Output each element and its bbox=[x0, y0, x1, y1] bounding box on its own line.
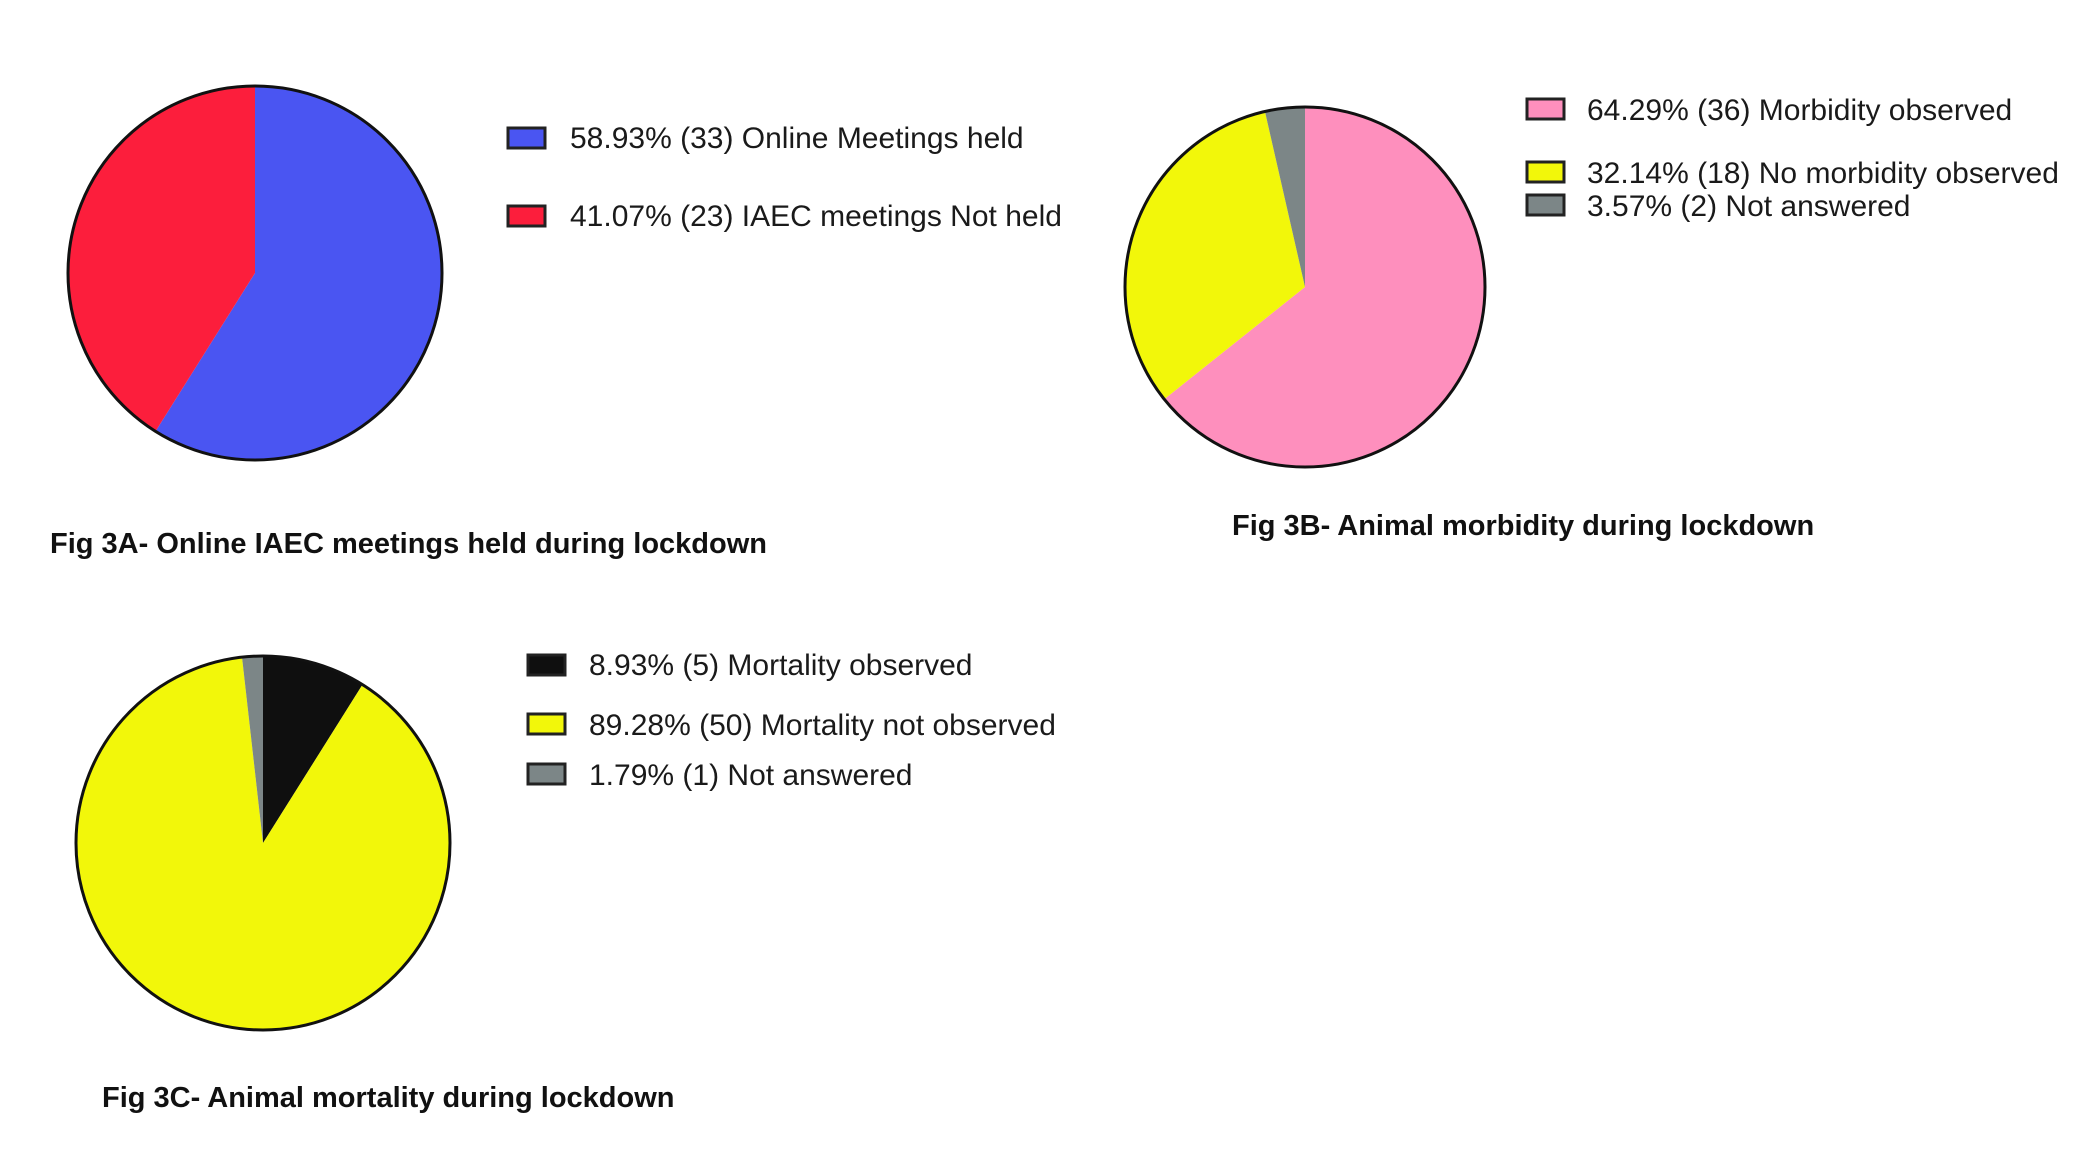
chart-3a-legend-label-0: 58.93% (33) Online Meetings held bbox=[570, 122, 1024, 155]
chart-3b-legend-label-0: 64.29% (36) Morbidity observed bbox=[1587, 94, 2012, 127]
chart-3a-outline bbox=[66, 84, 444, 462]
chart-3b: 64.29% (36) Morbidity observed 32.14% (1… bbox=[1123, 94, 2059, 542]
chart-3c-pie bbox=[74, 654, 452, 1032]
chart-3c-legend-label-2: 1.79% (1) Not answered bbox=[589, 759, 913, 792]
chart-3a-caption: Fig 3A- Online IAEC meetings held during… bbox=[50, 528, 767, 560]
chart-3b-slice-2 bbox=[1264, 107, 1305, 287]
chart-3b-outline bbox=[1123, 105, 1487, 469]
chart-3b-legend-swatch-2 bbox=[1525, 193, 1566, 217]
chart-3b-slice-1 bbox=[1125, 111, 1305, 400]
chart-3a-slice-1 bbox=[68, 86, 255, 432]
chart-3a-legend-swatch-1 bbox=[506, 204, 547, 228]
chart-3c-slice-0 bbox=[263, 656, 363, 843]
chart-3c-caption: Fig 3C- Animal mortality during lockdown bbox=[102, 1082, 675, 1114]
chart-3c-legend-swatch-2 bbox=[526, 762, 567, 786]
chart-3a-slice-0 bbox=[155, 86, 443, 460]
chart-3b-pie bbox=[1123, 105, 1487, 469]
chart-3b-legend-label-2: 3.57% (2) Not answered bbox=[1587, 190, 1911, 223]
chart-3c-legend-swatch-0 bbox=[526, 653, 567, 677]
chart-3b-legend-swatch-0 bbox=[1525, 97, 1566, 121]
chart-3a-pie bbox=[66, 84, 444, 462]
chart-3c-slice-2 bbox=[242, 655, 263, 843]
chart-3c-legend-label-1: 89.28% (50) Mortality not observed bbox=[589, 709, 1056, 742]
chart-3a-legend-swatch-0 bbox=[506, 126, 547, 150]
chart-3c-legend-swatch-1 bbox=[526, 712, 567, 736]
chart-3b-slice-0 bbox=[1164, 107, 1486, 468]
chart-3a-legend-label-1: 41.07% (23) IAEC meetings Not held bbox=[570, 200, 1062, 233]
chart-3c-legend: 8.93% (5) Mortality observed 89.28% (50)… bbox=[526, 649, 1056, 792]
chart-3c-outline bbox=[74, 654, 452, 1032]
chart-3b-legend: 64.29% (36) Morbidity observed 32.14% (1… bbox=[1525, 94, 2059, 223]
chart-3b-legend-swatch-1 bbox=[1525, 160, 1566, 184]
chart-3c: 8.93% (5) Mortality observed 89.28% (50)… bbox=[74, 649, 1056, 1114]
chart-3b-legend-label-1: 32.14% (18) No morbidity observed bbox=[1587, 157, 2059, 190]
chart-3b-caption: Fig 3B- Animal morbidity during lockdown bbox=[1232, 510, 1814, 542]
chart-3c-slice-1 bbox=[75, 657, 450, 1030]
chart-3a: 58.93% (33) Online Meetings held 41.07% … bbox=[50, 84, 1062, 560]
chart-3c-legend-label-0: 8.93% (5) Mortality observed bbox=[589, 649, 973, 682]
chart-3a-legend: 58.93% (33) Online Meetings held 41.07% … bbox=[506, 122, 1062, 233]
